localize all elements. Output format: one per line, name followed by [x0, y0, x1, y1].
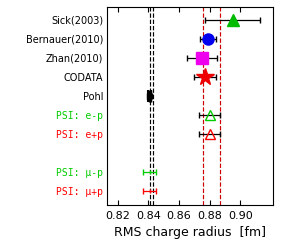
X-axis label: RMS charge radius  [fm]: RMS charge radius [fm]	[114, 225, 266, 238]
Text: Pohl: Pohl	[83, 91, 103, 101]
Text: PSI: e+p: PSI: e+p	[56, 129, 103, 139]
Text: PSI: μ-p: PSI: μ-p	[56, 167, 103, 177]
Text: PSI: μ+p: PSI: μ+p	[56, 186, 103, 196]
Text: Bernauer(2010): Bernauer(2010)	[26, 35, 103, 44]
Text: Zhan(2010): Zhan(2010)	[46, 54, 103, 64]
Text: CODATA: CODATA	[64, 72, 103, 83]
Text: PSI: e-p: PSI: e-p	[56, 110, 103, 120]
Text: Sick(2003): Sick(2003)	[51, 16, 103, 26]
